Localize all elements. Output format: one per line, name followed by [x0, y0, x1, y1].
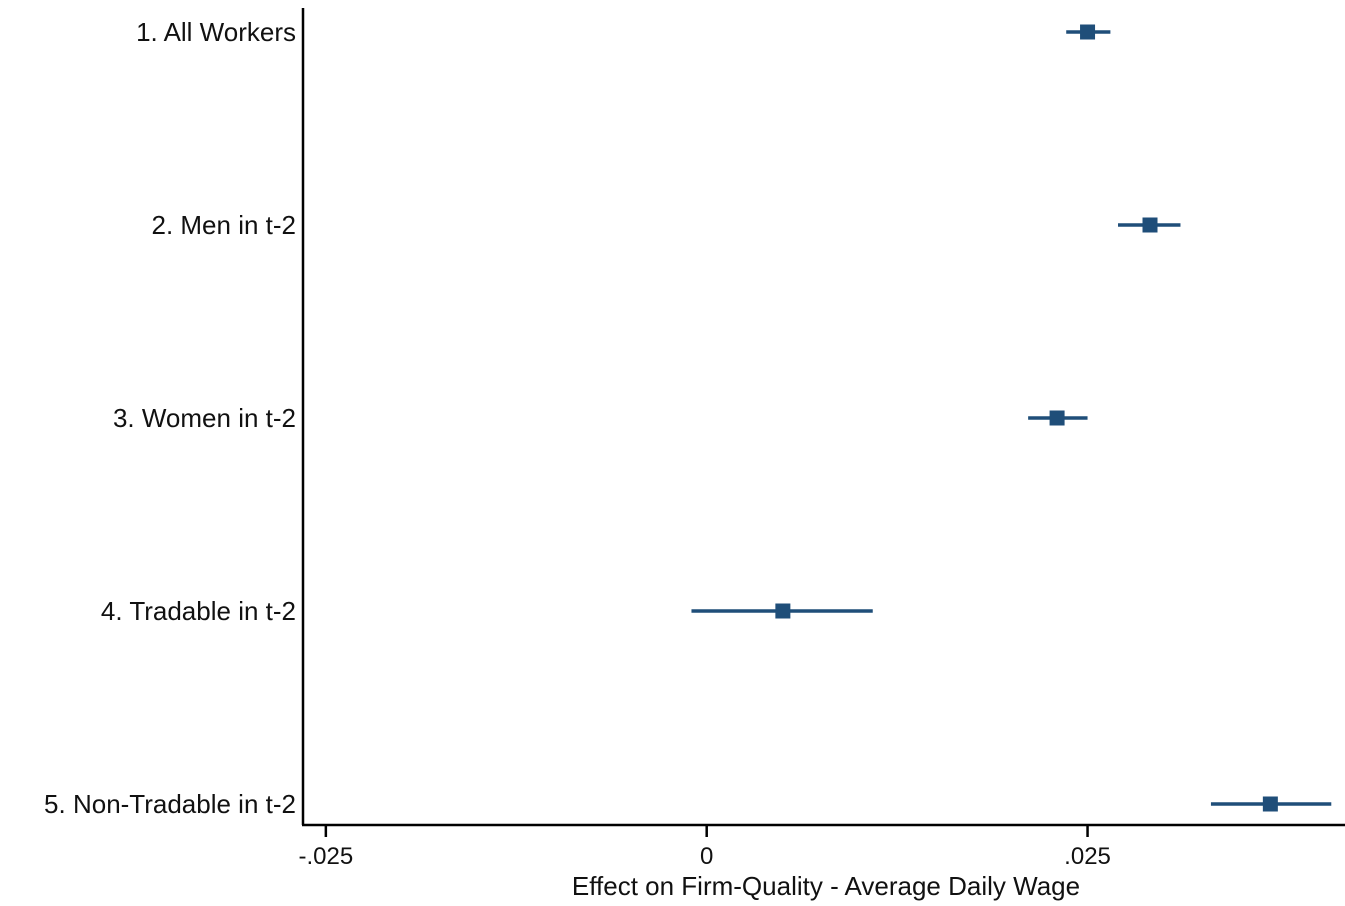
category-label: 4. Tradable in t-2: [101, 596, 296, 626]
point-estimate-marker: [1142, 217, 1158, 233]
x-tick-label: .025: [1064, 843, 1111, 870]
category-labels: 1. All Workers 2. Men in t-2 3. Women in t…: [44, 17, 296, 819]
x-axis-title: Effect on Firm-Quality - Average Daily W…: [572, 871, 1080, 901]
category-label: 3. Women in t-2: [113, 403, 296, 433]
category-label: 5. Non-Tradable in t-2: [44, 789, 296, 819]
x-tick-label: 0: [700, 843, 713, 870]
point-estimate-marker: [1262, 796, 1278, 812]
x-axis-ticks: -.025 0 .025: [298, 825, 1111, 870]
point-estimate-marker: [1049, 410, 1065, 426]
estimates: [691, 24, 1332, 812]
point-estimate-marker: [775, 603, 791, 619]
axes: [301, 8, 1345, 827]
point-estimate-marker: [1080, 24, 1096, 40]
x-tick-label: -.025: [298, 843, 353, 870]
category-label: 2. Men in t-2: [151, 210, 296, 240]
category-label: 1. All Workers: [136, 17, 296, 47]
